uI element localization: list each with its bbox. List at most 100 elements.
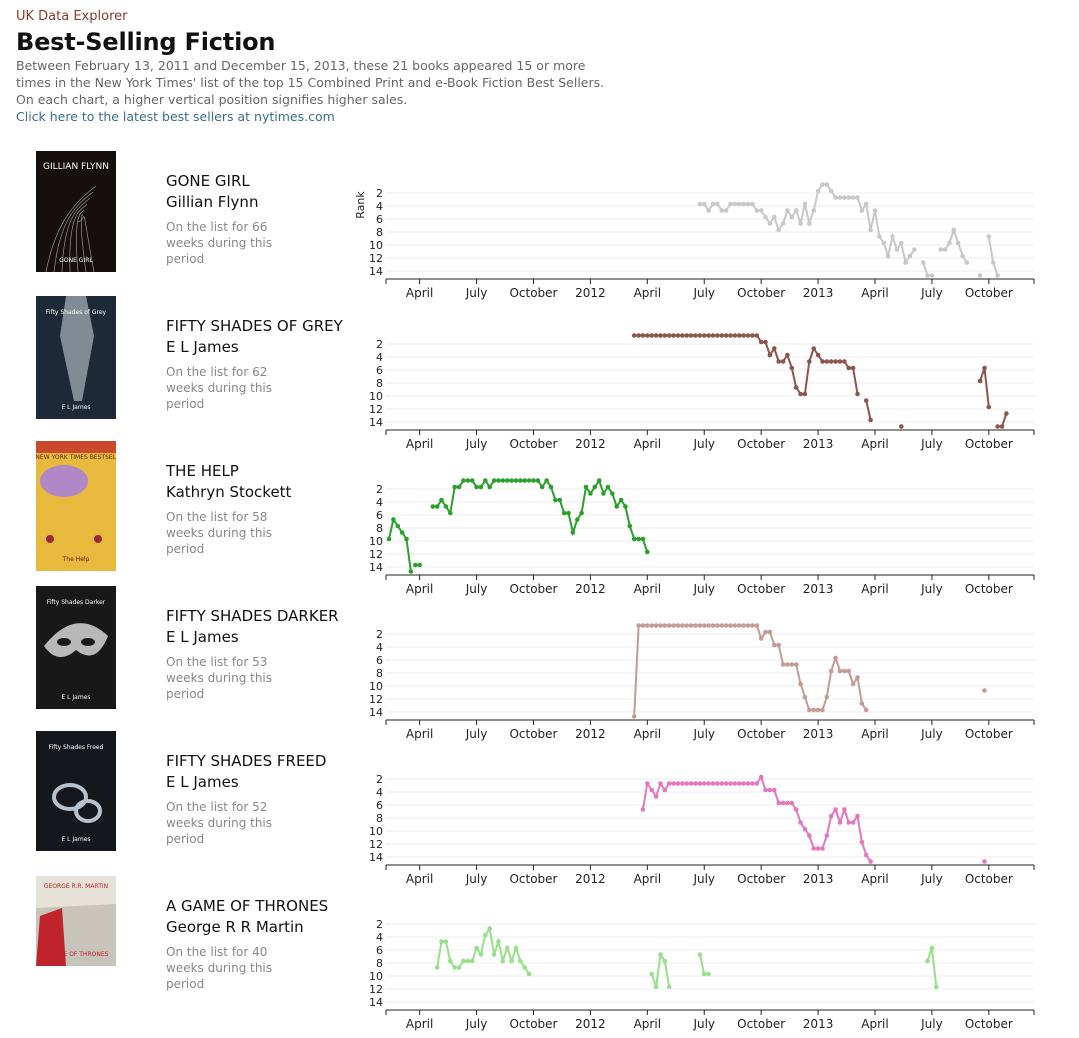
data-point [636, 333, 641, 338]
book-title: A GAME OF THRONES [166, 897, 329, 915]
data-point [601, 491, 606, 496]
data-point [798, 681, 803, 687]
data-point [715, 623, 720, 628]
data-point [824, 359, 830, 364]
y-tick-label: 6 [376, 364, 383, 377]
data-point [912, 247, 917, 252]
x-tick-label: July [920, 437, 943, 451]
data-point [623, 504, 628, 509]
x-tick-label: July [920, 286, 943, 300]
data-point [785, 352, 790, 358]
x-tick-label: 2013 [803, 582, 834, 596]
data-point [859, 208, 865, 213]
data-point [496, 478, 501, 483]
cover-top-text: Fifty Shades Darker [47, 599, 106, 606]
y-tick-label: 2 [376, 628, 383, 641]
x-tick-label: October [509, 872, 557, 886]
data-point [728, 333, 733, 338]
data-point [653, 794, 659, 799]
data-point [820, 182, 825, 187]
data-point [478, 484, 484, 490]
data-point [754, 623, 760, 628]
site-home-link[interactable]: UK Data Explorer [16, 9, 128, 24]
data-point [789, 214, 795, 220]
data-point [715, 333, 720, 338]
data-point [570, 530, 576, 535]
data-point [553, 497, 558, 503]
data-point [776, 359, 781, 364]
data-point [964, 260, 970, 265]
data-point [443, 939, 449, 944]
data-point [850, 365, 856, 371]
data-point [461, 958, 466, 964]
x-tick-label: October [737, 286, 785, 300]
data-point [785, 662, 790, 667]
x-tick-label: July [465, 727, 488, 741]
data-point [824, 833, 830, 838]
data-point [828, 359, 834, 364]
book-cover-art: GILLIAN FLYNN GONE GIRL [36, 151, 116, 272]
x-tick-label: July [692, 437, 715, 451]
data-point [955, 240, 961, 246]
nyt-bestsellers-link[interactable]: Click here to the latest best sellers at… [16, 109, 335, 124]
y-tick-label: 8 [376, 667, 383, 680]
data-point [745, 623, 751, 628]
data-point [802, 694, 808, 700]
data-point [645, 781, 650, 786]
data-point [925, 273, 930, 278]
data-point [631, 714, 637, 719]
x-tick-label: April [861, 437, 888, 451]
series-line [987, 236, 999, 276]
data-point [566, 510, 571, 516]
data-point [483, 478, 488, 483]
data-point [693, 623, 698, 628]
data-point [811, 707, 816, 713]
data-point [863, 398, 869, 403]
data-point [701, 971, 707, 977]
data-point [763, 629, 768, 635]
data-point [763, 787, 768, 793]
cover-top-text: Fifty Shades of Grey [46, 309, 107, 316]
data-point [850, 820, 856, 825]
book-row: GILLIAN FLYNN GONE GIRL GONE GIRL Gillian F… [0, 151, 1079, 300]
data-point [706, 781, 711, 786]
data-point [640, 536, 646, 542]
x-tick-label: October [965, 727, 1013, 741]
x-tick-label: July [465, 437, 488, 451]
data-point [430, 504, 436, 509]
data-point [772, 787, 777, 793]
data-point [509, 958, 514, 964]
data-point [688, 623, 694, 628]
data-point [395, 523, 401, 529]
book-weeks-on-list: On the list for 53 weeks during this per… [166, 655, 273, 701]
book-info: A GAME OF THRONES George R R Martin On the… [166, 896, 346, 992]
y-tick-label: 4 [376, 351, 383, 364]
data-point [723, 781, 729, 786]
data-point [815, 707, 821, 713]
cover-top-text: Fifty Shades Freed [49, 744, 104, 751]
data-point [745, 201, 751, 207]
x-tick-label: July [692, 582, 715, 596]
data-point [723, 333, 729, 338]
intro-line: times in the New York Times' list of the… [16, 75, 605, 90]
data-point [877, 234, 882, 239]
y-tick-label: 14 [369, 416, 383, 429]
y-tick-label: 6 [376, 654, 383, 667]
data-point [666, 781, 672, 786]
book-cover: Fifty Shades Freed E L James [36, 731, 116, 851]
data-point [627, 523, 633, 529]
data-point [658, 333, 663, 338]
data-point [658, 952, 663, 957]
data-point [614, 504, 619, 509]
data-point [680, 333, 685, 338]
data-point [802, 826, 808, 832]
book-cover-art: Fifty Shades Darker E L James [36, 586, 116, 709]
x-tick-label: 2013 [803, 437, 834, 451]
data-point [737, 781, 742, 786]
data-point [982, 365, 987, 371]
intro-line: On each chart, a higher vertical positio… [16, 92, 408, 107]
data-point [592, 484, 598, 490]
data-point [767, 629, 773, 635]
data-point [741, 623, 746, 628]
